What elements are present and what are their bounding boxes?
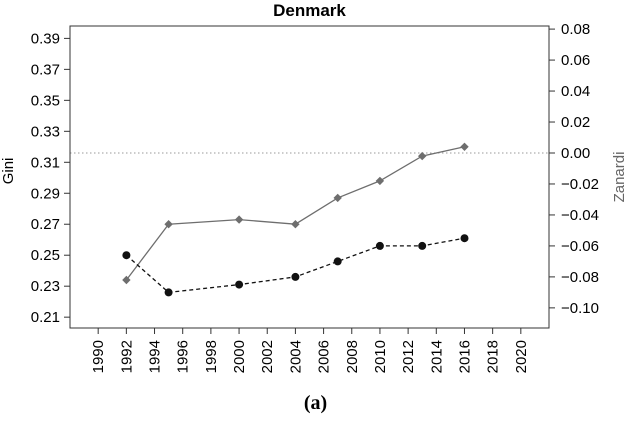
y-tick-label-right: 0.02 [561, 114, 590, 131]
y-tick-label-left: 0.33 [31, 123, 60, 140]
x-tick-label: 2020 [513, 340, 530, 373]
zanardi-point [164, 288, 173, 297]
x-tick-label: 2008 [344, 340, 361, 373]
y-tick-label-right: 0.06 [561, 52, 590, 69]
gini-point [122, 275, 131, 285]
zanardi-point [333, 257, 342, 266]
zanardi-point [418, 241, 427, 250]
y-tick-label-right: −0.02 [561, 176, 599, 193]
gini-point [418, 151, 427, 161]
zanardi-point [375, 241, 384, 250]
y-tick-label-right: 0.00 [561, 145, 590, 162]
y-tick-label-left: 0.37 [31, 61, 60, 78]
x-tick-label: 2018 [485, 340, 502, 373]
zanardi-point [291, 272, 300, 281]
zanardi-point [460, 234, 469, 243]
y-tick-label-left: 0.35 [31, 92, 60, 109]
y-tick-label-left: 0.23 [31, 278, 60, 295]
gini-point [234, 215, 244, 224]
x-tick-label: 1990 [90, 340, 107, 373]
figure-caption: (a) [303, 392, 328, 414]
y-tick-label-left: 0.21 [31, 309, 60, 326]
y-tick-label-right: −0.08 [561, 269, 599, 286]
x-tick-label: 2002 [259, 340, 276, 373]
y-tick-label-left: 0.31 [31, 154, 60, 171]
y-tick-label-left: 0.29 [31, 185, 60, 202]
y-tick-label-left: 0.27 [31, 216, 60, 233]
plot-frame [69, 25, 550, 329]
y-tick-label-right: −0.06 [561, 238, 599, 255]
gini-point [375, 176, 385, 186]
x-tick-label: 2016 [456, 340, 473, 373]
x-tick-label: 1996 [175, 340, 192, 373]
zanardi-point [235, 280, 244, 289]
x-tick-label: 1998 [203, 340, 220, 373]
y-tick-label-left: 0.25 [31, 247, 60, 264]
chart-title: Denmark [273, 1, 346, 20]
x-tick-label: 2006 [316, 340, 333, 373]
y-axis-label-left: Gini [0, 158, 17, 185]
y-tick-label-right: 0.04 [561, 83, 590, 100]
y-tick-label-right: −0.04 [561, 207, 599, 224]
gini-point [460, 142, 469, 151]
gini-point [164, 220, 173, 229]
x-tick-label: 2014 [428, 340, 445, 373]
x-tick-label: 1994 [147, 340, 164, 373]
y-tick-label-right: −0.10 [561, 300, 599, 317]
x-tick-label: 1992 [118, 340, 135, 373]
series-line-gini [125, 146, 465, 281]
y-axis-label-right: Zanardi [611, 152, 628, 203]
gini-point [333, 193, 342, 203]
x-tick-label: 2004 [287, 340, 304, 373]
y-tick-label-right: 0.08 [561, 21, 590, 38]
y-tick-label-left: 0.39 [31, 30, 60, 47]
x-tick-label: 2012 [400, 340, 417, 373]
x-tick-label: 2000 [231, 340, 248, 373]
zanardi-point [122, 251, 131, 260]
gini-point [291, 220, 300, 229]
series-line-zanardi [125, 237, 465, 294]
x-tick-label: 2010 [372, 340, 389, 373]
